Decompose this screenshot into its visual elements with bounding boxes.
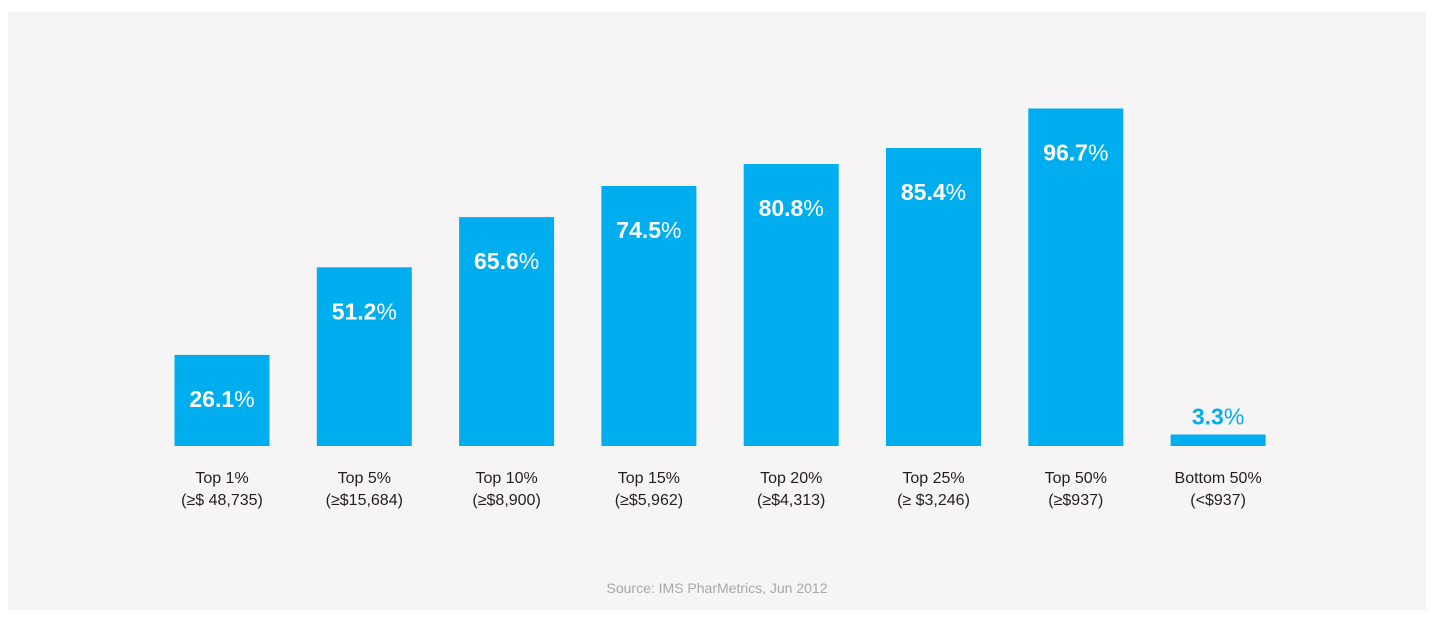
value-number: 26.1 <box>189 386 234 412</box>
value-suffix: % <box>376 298 396 324</box>
category-sublabel-3: (≥$8,900) <box>472 492 540 509</box>
value-number: 51.2 <box>332 298 377 324</box>
category-label-3: Top 10% <box>475 470 537 487</box>
category-label-1: Top 1% <box>195 470 248 487</box>
value-label-8: 3.3% <box>1192 404 1244 430</box>
value-label-5: 80.8% <box>759 195 824 221</box>
value-number: 3.3 <box>1192 404 1224 430</box>
value-suffix: % <box>1224 404 1244 430</box>
value-suffix: % <box>661 217 681 243</box>
value-label-1: 26.1% <box>189 386 254 412</box>
category-label-5: Top 20% <box>760 470 822 487</box>
category-label-7: Top 50% <box>1045 470 1107 487</box>
value-label-6: 85.4% <box>901 179 966 205</box>
source-note: Source: IMS PharMetrics, Jun 2012 <box>606 580 828 596</box>
bar-3 <box>459 217 555 446</box>
bar-5 <box>743 164 839 446</box>
category-label-6: Top 25% <box>902 470 964 487</box>
category-sublabel-5: (≥$4,313) <box>757 492 825 509</box>
value-number: 96.7 <box>1043 140 1088 166</box>
bar-6 <box>886 148 981 446</box>
category-sublabel-7: (≥$937) <box>1048 492 1103 509</box>
bar-2 <box>316 267 412 446</box>
value-label-4: 74.5% <box>616 217 681 243</box>
bar-4 <box>601 186 697 446</box>
category-label-2: Top 5% <box>338 470 391 487</box>
value-number: 65.6 <box>474 248 519 274</box>
value-label-3: 65.6% <box>474 248 539 274</box>
value-number: 85.4 <box>901 179 946 205</box>
bar-8 <box>1170 434 1266 446</box>
category-sublabel-1: (≥$ 48,735) <box>181 492 263 509</box>
value-suffix: % <box>1088 140 1108 166</box>
category-label-8: Bottom 50% <box>1175 470 1262 487</box>
category-sublabel-2: (≥$15,684) <box>326 492 403 509</box>
value-suffix: % <box>946 179 966 205</box>
value-number: 80.8 <box>759 195 804 221</box>
category-label-4: Top 15% <box>618 470 680 487</box>
value-label-7: 96.7% <box>1043 140 1108 166</box>
value-number: 74.5 <box>616 217 661 243</box>
value-label-2: 51.2% <box>332 298 397 324</box>
chart-panel <box>8 12 1426 610</box>
value-suffix: % <box>803 195 823 221</box>
category-sublabel-4: (≥$5,962) <box>615 492 683 509</box>
category-sublabel-8: (<$937) <box>1190 492 1246 509</box>
bar-1 <box>174 354 270 446</box>
bar-7 <box>1028 108 1124 446</box>
category-sublabel-6: (≥ $3,246) <box>897 492 970 509</box>
value-suffix: % <box>519 248 539 274</box>
value-suffix: % <box>234 386 254 412</box>
